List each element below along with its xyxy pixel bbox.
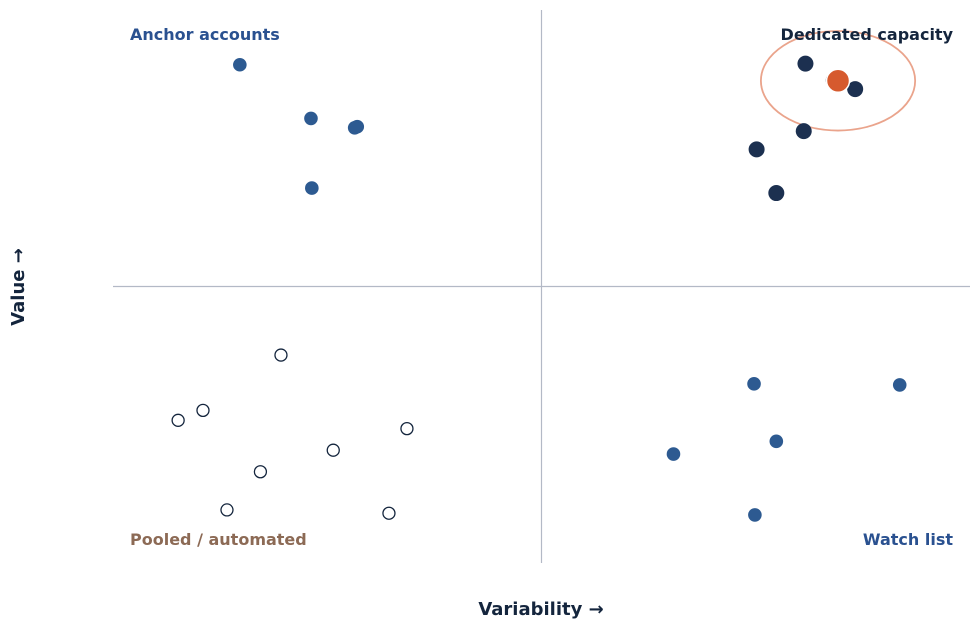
data-points-layer [171,55,907,522]
highlight-ring-layer [759,30,917,132]
quadrant-divider-lines [113,10,970,563]
data-point-bottom-right-3 [769,434,784,449]
data-point-top-right-4 [748,141,765,158]
quadrant-label-top-right: Dedicated capacity [781,25,954,44]
data-point-top-left-1 [233,57,247,72]
data-point-top-right-5 [768,185,785,202]
data-point-bottom-left-2 [171,413,185,427]
data-point-bottom-right-5 [748,508,762,522]
data-point-bottom-left-4 [400,421,414,436]
data-point-top-right-3 [795,123,812,140]
data-point-bottom-left-5 [326,443,340,457]
data-point-bottom-left-6 [253,465,268,479]
data-point-bottom-left-3 [196,403,210,418]
x-axis-title: Variability → [478,599,603,620]
data-point-top-left-4 [347,120,362,135]
quadrant-label-bottom-left: Pooled / automated [130,530,307,549]
data-point-bottom-right-1 [747,377,761,391]
data-point-top-left-2 [304,111,318,126]
data-point-bottom-right-2 [892,378,907,392]
highlight-ring [759,30,917,132]
data-point-bottom-left-8 [382,506,396,520]
data-point-top-right-2 [847,81,864,98]
highlight-point-layer [825,68,851,94]
y-axis-title: Value → [8,248,29,326]
quadrant-label-bottom-right: Watch list [863,530,953,549]
highlight-point [825,68,851,94]
quadrant-labels: Anchor accounts Dedicated capacity Pooled … [130,25,954,549]
data-point-bottom-left-1 [274,348,288,362]
data-point-top-right-1 [797,55,814,72]
data-point-bottom-left-7 [220,503,234,517]
data-point-top-left-5 [305,181,319,195]
quadrant-label-top-left: Anchor accounts [130,25,280,44]
data-point-bottom-right-4 [666,447,681,461]
